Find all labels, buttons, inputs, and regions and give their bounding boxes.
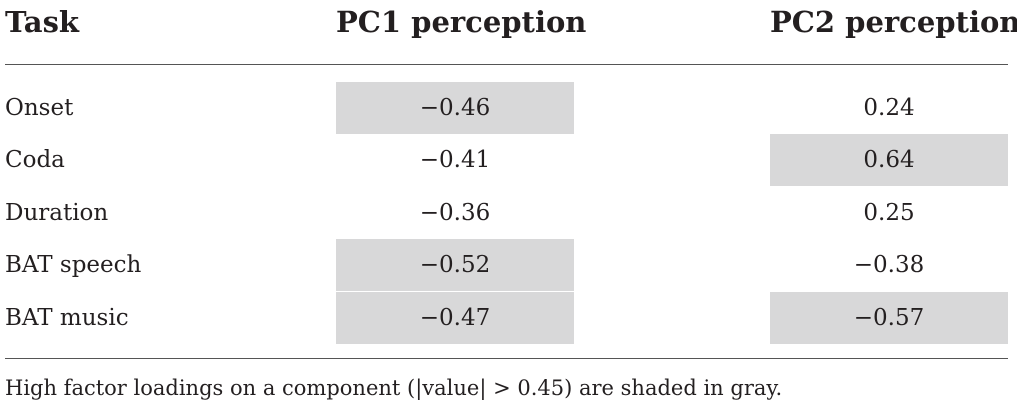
table-row: Onset −0.46 0.24: [0, 82, 1017, 134]
table-row: Coda −0.41 0.64: [0, 134, 1017, 186]
table-row: Duration −0.36 0.25: [0, 187, 1017, 239]
table-row: BAT speech −0.52 −0.38: [0, 239, 1017, 291]
task-cell: Duration: [5, 200, 109, 226]
pc1-cell: −0.47: [336, 292, 574, 344]
header-task: Task: [5, 5, 80, 39]
header-pc2-perception: PC2 perception: [770, 5, 1017, 39]
task-cell: Coda: [5, 147, 65, 173]
pc2-cell: −0.57: [770, 292, 1008, 344]
pc2-cell: 0.24: [863, 95, 915, 121]
pc1-cell: −0.36: [419, 200, 491, 226]
task-cell: BAT speech: [5, 252, 142, 278]
pc2-cell: 0.25: [863, 200, 915, 226]
pc1-cell: −0.52: [336, 239, 574, 291]
table-bottom-rule: [5, 358, 1008, 359]
task-cell: BAT music: [5, 305, 129, 331]
header-pc1-perception: PC1 perception: [336, 5, 587, 39]
task-cell: Onset: [5, 95, 74, 121]
table-row: BAT music −0.47 −0.57: [0, 292, 1017, 344]
pc2-cell: 0.64: [770, 134, 1008, 186]
table-footnote: High factor loadings on a component (|va…: [5, 376, 783, 400]
pc1-cell: −0.46: [336, 82, 574, 134]
header-divider: [5, 64, 1008, 65]
pc1-cell: −0.41: [419, 147, 491, 173]
table-header-row: Task PC1 perception PC2 perception: [0, 0, 1017, 50]
pc2-cell: −0.38: [853, 252, 925, 278]
